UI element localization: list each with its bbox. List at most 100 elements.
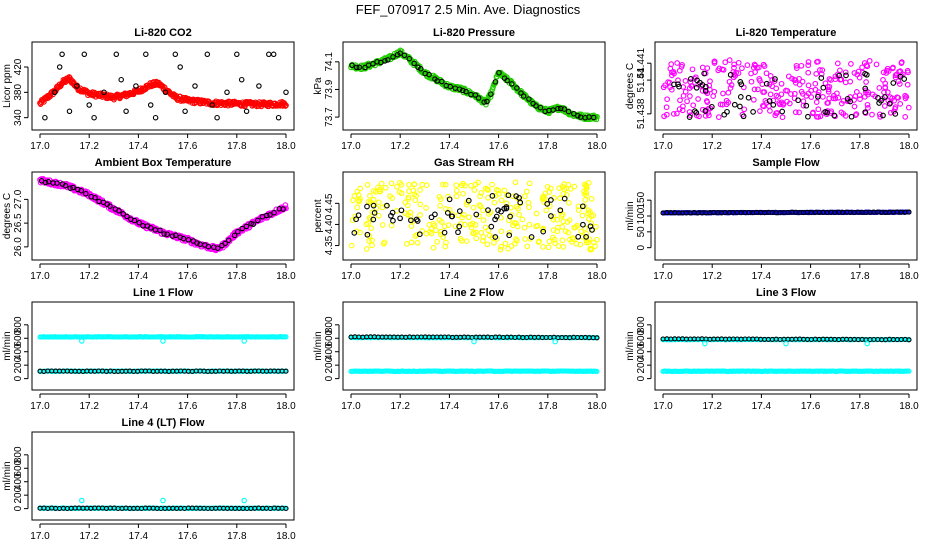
data-point — [371, 210, 378, 216]
plot-area — [37, 334, 289, 374]
y-tick-label: 51.438 — [636, 98, 647, 129]
data-point — [501, 187, 508, 194]
data-point — [566, 200, 572, 206]
y-tick-label: 4.40 — [324, 214, 335, 234]
data-point — [456, 223, 463, 230]
plot-frame — [342, 171, 606, 261]
data-point — [356, 198, 362, 205]
data-point — [676, 67, 683, 74]
data-point — [283, 102, 289, 109]
data-point — [433, 227, 439, 234]
plot-frame — [654, 41, 918, 131]
y-tick-label: 200 — [13, 486, 24, 503]
y-tick-label: 200 — [636, 356, 647, 373]
data-point — [406, 55, 413, 62]
data-point — [772, 76, 778, 82]
data-point — [470, 204, 477, 211]
plot-area — [660, 209, 912, 216]
x-tick-label: 17.2 — [702, 271, 722, 282]
data-point — [411, 181, 418, 188]
data-point — [805, 90, 812, 97]
data-point — [697, 79, 703, 86]
data-point — [86, 102, 92, 108]
data-point — [862, 109, 869, 116]
data-point — [835, 94, 842, 101]
data-point — [800, 102, 807, 109]
panel-3: Li-820 Temperature degrees C 17.0 17.2 17.4 1… — [625, 27, 919, 152]
data-point — [813, 99, 820, 105]
series-1-min — [348, 179, 600, 253]
x-tick-label: 17.0 — [30, 401, 50, 412]
data-point — [124, 213, 130, 220]
data-point — [369, 237, 375, 244]
data-point — [701, 70, 708, 77]
data-point — [522, 193, 528, 200]
data-point — [686, 85, 693, 91]
data-point — [506, 232, 513, 239]
data-point — [564, 219, 571, 225]
data-point — [702, 108, 709, 114]
data-point — [209, 102, 215, 108]
panel-title: Gas Stream RH — [434, 157, 514, 169]
series-2-5-min — [38, 178, 286, 251]
data-point — [588, 220, 595, 227]
data-point — [889, 65, 896, 72]
series-1-min-low — [348, 368, 600, 374]
data-point — [820, 84, 827, 91]
data-point — [825, 100, 831, 106]
data-point — [263, 212, 270, 219]
data-point — [906, 337, 912, 343]
data-point — [522, 236, 528, 242]
data-point — [587, 223, 594, 230]
y-tick-label: 380 — [13, 84, 24, 101]
data-point — [682, 88, 689, 95]
data-point — [560, 244, 567, 250]
x-tick-label: 18.0 — [276, 531, 296, 540]
data-point — [480, 217, 487, 223]
data-point — [369, 242, 375, 249]
data-point — [463, 88, 469, 95]
data-point — [250, 221, 257, 227]
data-point — [367, 193, 373, 199]
data-point — [370, 216, 377, 223]
data-point — [485, 227, 492, 234]
data-point — [398, 190, 405, 197]
data-point — [472, 229, 479, 236]
data-point — [398, 207, 405, 214]
data-point — [592, 243, 598, 249]
data-point — [397, 180, 403, 186]
data-point — [775, 94, 782, 100]
data-point — [731, 64, 737, 71]
data-point — [686, 114, 693, 120]
x-tick-label: 17.6 — [178, 141, 198, 152]
data-point — [413, 216, 420, 223]
data-point — [577, 241, 584, 248]
y-tick-label: 420 — [13, 58, 24, 75]
data-point — [173, 232, 179, 239]
data-point — [54, 180, 60, 186]
x-tick-label: 17.4 — [440, 141, 460, 152]
data-point — [412, 197, 419, 204]
data-point — [551, 236, 558, 243]
data-point — [384, 202, 390, 209]
data-point — [460, 190, 466, 197]
data-point — [380, 240, 387, 247]
data-point — [484, 186, 491, 193]
y-axis-label: degrees C — [625, 63, 636, 109]
data-point — [348, 242, 355, 249]
x-tick-label: 17.6 — [489, 401, 509, 412]
data-point — [831, 92, 837, 99]
data-point — [133, 83, 139, 89]
panel-8: Line 2 Flow ml/min 17.0 17.2 17.4 17.6 17.8 18.… — [313, 287, 607, 412]
data-point — [561, 195, 568, 202]
data-point — [509, 81, 515, 87]
data-point — [390, 217, 396, 224]
data-point — [569, 235, 576, 241]
data-point — [238, 76, 245, 83]
x-tick-label: 17.2 — [79, 401, 99, 412]
data-point — [401, 52, 408, 59]
data-point — [248, 220, 254, 227]
data-point — [751, 86, 758, 93]
data-point — [148, 83, 155, 90]
data-point — [755, 64, 762, 71]
